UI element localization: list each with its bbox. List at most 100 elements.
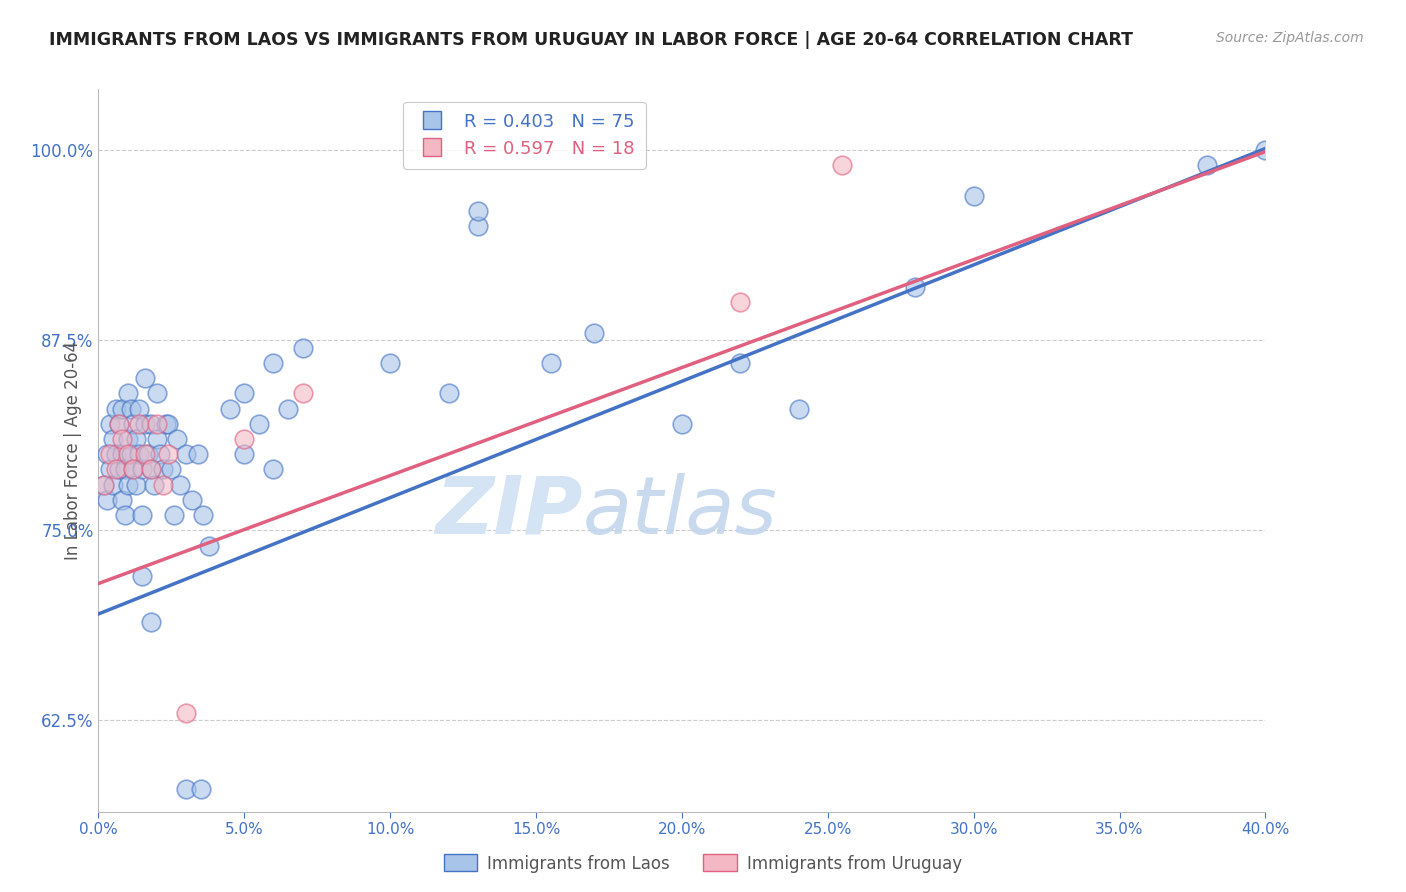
Point	[104, 462, 127, 476]
Point	[962, 188, 984, 202]
Point	[136, 447, 159, 461]
Point	[291, 341, 314, 355]
Point	[467, 219, 489, 233]
Point	[831, 158, 853, 172]
Point	[160, 462, 183, 476]
Point	[146, 432, 169, 446]
Point	[117, 432, 139, 446]
Point	[111, 492, 134, 507]
Point	[134, 371, 156, 385]
Point	[163, 508, 186, 522]
Point	[166, 432, 188, 446]
Point	[117, 447, 139, 461]
Point	[193, 508, 215, 522]
Point	[120, 447, 142, 461]
Point	[467, 203, 489, 218]
Point	[262, 356, 284, 370]
Point	[169, 477, 191, 491]
Point	[111, 447, 134, 461]
Point	[198, 539, 221, 553]
Point	[1195, 158, 1218, 172]
Point	[233, 447, 256, 461]
Point	[93, 477, 115, 491]
Point	[98, 447, 121, 461]
Point	[125, 432, 148, 446]
Point	[131, 508, 153, 522]
Point	[291, 386, 314, 401]
Point	[787, 401, 810, 416]
Point	[218, 401, 240, 416]
Point	[114, 462, 136, 476]
Point	[180, 492, 202, 507]
Point	[101, 477, 124, 491]
Point	[277, 401, 299, 416]
Text: Source: ZipAtlas.com: Source: ZipAtlas.com	[1216, 31, 1364, 45]
Point	[122, 417, 145, 431]
Point	[157, 447, 180, 461]
Point	[671, 417, 693, 431]
Point	[437, 386, 460, 401]
Legend: R = 0.403   N = 75, R = 0.597   N = 18: R = 0.403 N = 75, R = 0.597 N = 18	[404, 102, 645, 169]
Text: ZIP: ZIP	[436, 473, 582, 551]
Point	[904, 280, 927, 294]
Point	[540, 356, 562, 370]
Point	[111, 401, 134, 416]
Point	[111, 432, 134, 446]
Point	[139, 462, 162, 476]
Point	[583, 326, 606, 340]
Point	[96, 492, 118, 507]
Point	[187, 447, 209, 461]
Point	[139, 417, 162, 431]
Point	[125, 477, 148, 491]
Point	[142, 477, 165, 491]
Point	[149, 447, 172, 461]
Point	[174, 781, 197, 796]
Point	[730, 295, 752, 310]
Point	[96, 447, 118, 461]
Point	[108, 462, 131, 476]
Point	[128, 417, 150, 431]
Point	[101, 432, 124, 446]
Point	[139, 462, 162, 476]
Point	[146, 417, 169, 431]
Point	[128, 447, 150, 461]
Point	[104, 401, 127, 416]
Point	[174, 447, 197, 461]
Point	[120, 401, 142, 416]
Point	[108, 417, 131, 431]
Point	[233, 386, 256, 401]
Point	[1254, 143, 1277, 157]
Point	[98, 462, 121, 476]
Point	[247, 417, 270, 431]
Legend: Immigrants from Laos, Immigrants from Uruguay: Immigrants from Laos, Immigrants from Ur…	[437, 847, 969, 880]
Point	[262, 462, 284, 476]
Y-axis label: In Labor Force | Age 20-64: In Labor Force | Age 20-64	[63, 341, 82, 560]
Point	[117, 477, 139, 491]
Point	[730, 356, 752, 370]
Point	[190, 781, 212, 796]
Point	[104, 447, 127, 461]
Point	[146, 386, 169, 401]
Point	[131, 569, 153, 583]
Point	[93, 477, 115, 491]
Text: IMMIGRANTS FROM LAOS VS IMMIGRANTS FROM URUGUAY IN LABOR FORCE | AGE 20-64 CORRE: IMMIGRANTS FROM LAOS VS IMMIGRANTS FROM …	[49, 31, 1133, 49]
Point	[134, 417, 156, 431]
Point	[134, 447, 156, 461]
Point	[233, 432, 256, 446]
Point	[152, 477, 174, 491]
Point	[380, 356, 402, 370]
Point	[131, 462, 153, 476]
Text: atlas: atlas	[582, 473, 778, 551]
Point	[98, 417, 121, 431]
Point	[117, 386, 139, 401]
Point	[157, 417, 180, 431]
Point	[139, 615, 162, 629]
Point	[155, 417, 177, 431]
Point	[174, 706, 197, 720]
Point	[108, 417, 131, 431]
Point	[122, 462, 145, 476]
Point	[152, 462, 174, 476]
Point	[122, 462, 145, 476]
Point	[128, 401, 150, 416]
Point	[114, 508, 136, 522]
